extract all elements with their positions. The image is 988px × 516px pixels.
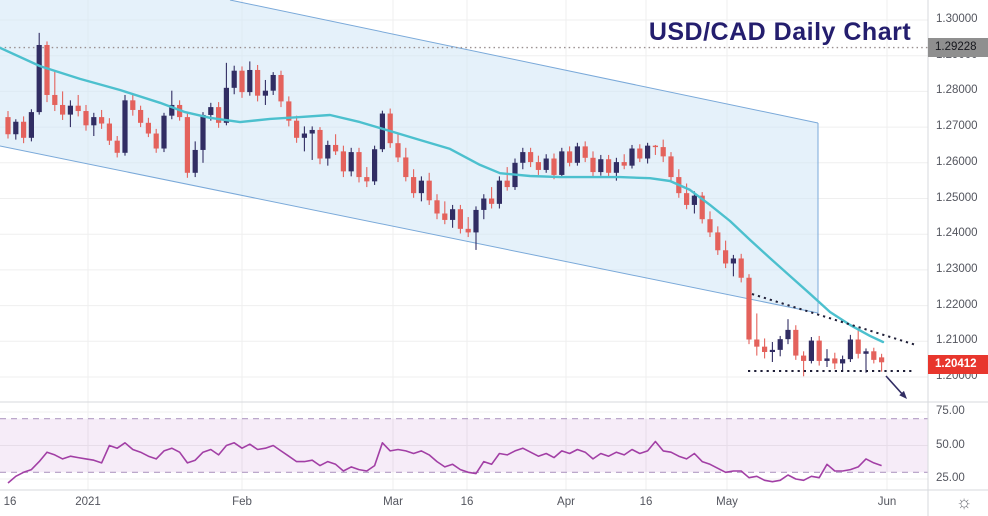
price-axis-label: 1.21000 <box>936 334 978 347</box>
price-axis-label: 1.30000 <box>936 13 978 25</box>
time-axis-label: 2021 <box>75 496 101 508</box>
candlesticks <box>5 32 885 377</box>
theme-sun-icon[interactable]: ☼ <box>955 492 973 512</box>
last-price-badge: 1.20412 <box>928 355 988 374</box>
chart-title: USD/CAD Daily Chart <box>648 18 912 46</box>
breakdown-arrow[interactable] <box>885 375 907 399</box>
channel-drawing[interactable] <box>0 0 819 314</box>
trendline-drawings[interactable] <box>748 293 917 372</box>
time-axis-label: May <box>716 496 738 508</box>
high-price-badge: 1.29228 <box>928 38 988 57</box>
time-axis-label: 16 <box>460 496 474 508</box>
time-axis-label: Jun <box>877 496 897 508</box>
price-axis-label: 1.25000 <box>936 191 978 204</box>
rsi-axis-label: 25.00 <box>936 472 965 484</box>
price-axis-label: 1.28000 <box>936 84 978 97</box>
rsi-axis-label: 50.00 <box>936 438 965 451</box>
moving-average-line[interactable] <box>0 46 885 344</box>
time-axis[interactable]: 16 2021 Feb Mar 16 Apr 16 May Jun <box>0 490 928 516</box>
rsi-axis-label: 75.00 <box>936 405 965 417</box>
time-axis-label: Feb <box>232 496 252 508</box>
time-axis-label: 16 <box>3 496 17 508</box>
time-axis-label: 16 <box>639 496 653 508</box>
price-axis-label: 1.23000 <box>936 262 978 275</box>
price-axis-label: 1.22000 <box>936 298 978 311</box>
time-axis-label: Apr <box>557 496 575 508</box>
rsi-band <box>0 418 928 473</box>
time-axis-label: Mar <box>383 496 403 508</box>
price-axis-label: 1.26000 <box>936 155 978 168</box>
price-axis-label: 1.24000 <box>936 227 978 240</box>
price-axis-label: 1.27000 <box>936 120 978 133</box>
price-axis[interactable]: 1.300001.290001.280001.270001.260001.250… <box>928 0 988 490</box>
rsi-line <box>7 440 882 484</box>
